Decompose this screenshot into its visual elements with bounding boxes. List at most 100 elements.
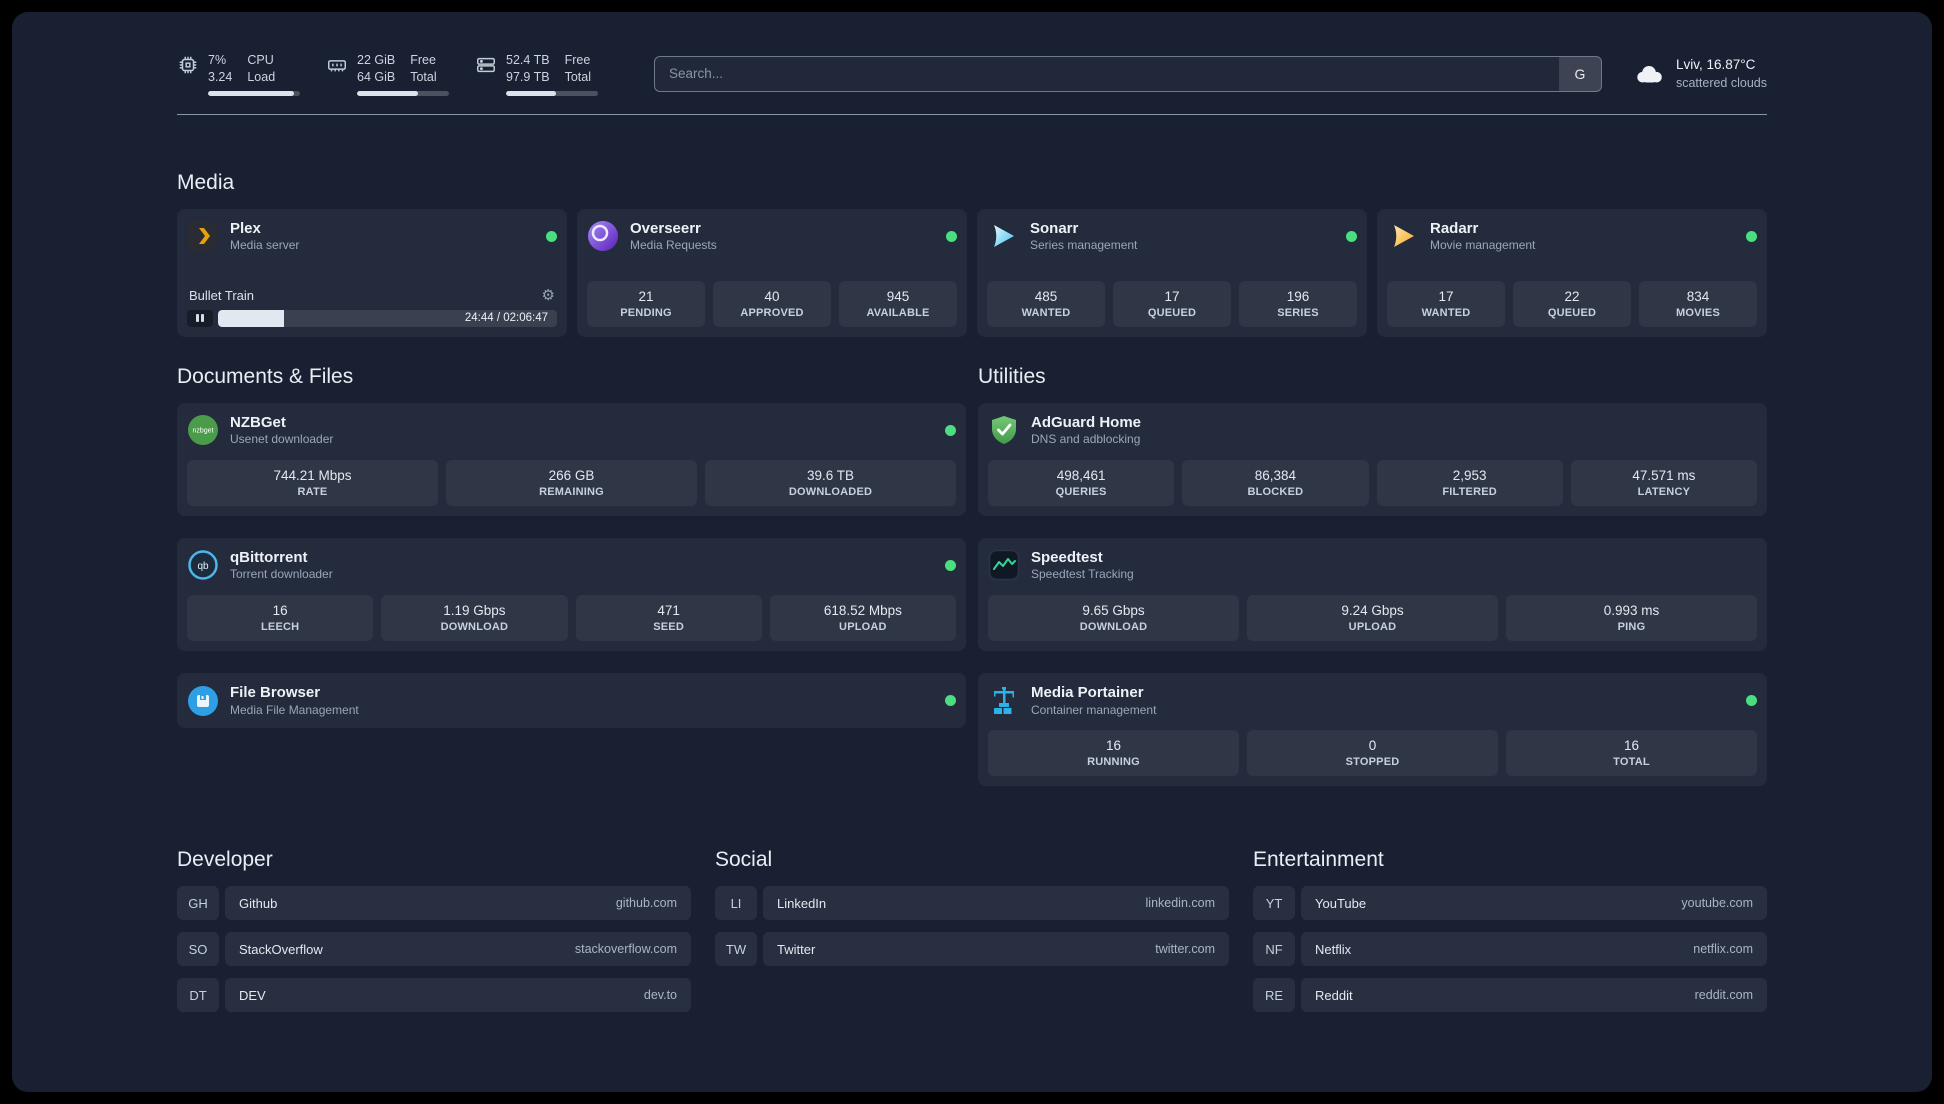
status-dot	[945, 559, 956, 571]
plex-now-playing: Bullet Train ⚙ 24:44 / 02:06:47	[187, 288, 557, 327]
stat-tile: 22 QUEUED	[1513, 280, 1631, 327]
bookmark-url: reddit.com	[1694, 988, 1753, 1003]
disk-total-label: Total	[564, 69, 591, 84]
filebrowser-icon	[187, 685, 219, 717]
service-card-portainer[interactable]: Media Portainer Container management 16 …	[978, 673, 1767, 787]
status-dot	[1346, 230, 1357, 242]
bookmark-abbr: RE	[1253, 978, 1295, 1013]
service-description: Media File Management	[230, 702, 359, 717]
bookmark-abbr: GH	[177, 886, 219, 921]
bookmark-url: linkedin.com	[1145, 896, 1215, 911]
stat-tile: 498,461 QUERIES	[988, 459, 1175, 506]
disk-bar	[506, 90, 598, 96]
service-card-adguard[interactable]: AdGuard Home DNS and adblocking 498,461 …	[978, 402, 1767, 516]
section-title-documents: Documents & Files	[177, 364, 354, 388]
search-provider-button[interactable]: G	[1558, 56, 1601, 91]
playback-progress-bar[interactable]: 24:44 / 02:06:47	[218, 309, 557, 327]
bookmark-linkedin[interactable]: LI LinkedIn linkedin.com	[715, 886, 1229, 921]
stat-tile: 16 LEECH	[187, 595, 374, 642]
status-dot	[546, 230, 557, 242]
bookmark-name: Github	[239, 895, 278, 911]
stat-tile: 196 SERIES	[1239, 280, 1357, 327]
service-card-radarr[interactable]: Radarr Movie management 17 WANTED 22 QUE…	[1377, 208, 1767, 337]
bookmark-stackoverflow[interactable]: SO StackOverflow stackoverflow.com	[177, 932, 691, 967]
stat-tile: 9.24 Gbps UPLOAD	[1247, 595, 1498, 642]
stat-tile: 86,384 BLOCKED	[1182, 459, 1369, 506]
service-card-nzbget[interactable]: nzbget NZBGet Usenet downloader 744.21 M…	[177, 402, 966, 516]
stat-tile: 485 WANTED	[987, 280, 1105, 327]
stat-tile: 16 TOTAL	[1506, 730, 1757, 777]
gear-icon[interactable]: ⚙	[541, 286, 555, 304]
bookmark-youtube[interactable]: YT YouTube youtube.com	[1253, 886, 1767, 921]
bookmark-name: StackOverflow	[239, 941, 323, 957]
memory-icon	[328, 60, 346, 72]
bookmark-name: YouTube	[1315, 895, 1367, 911]
bookmark-name: Netflix	[1315, 941, 1352, 957]
service-description: Movie management	[1430, 238, 1536, 253]
now-playing-title: Bullet Train	[189, 287, 255, 303]
bookmark-url: dev.to	[643, 988, 677, 1003]
weather-location: Lviv, 16.87°C	[1675, 57, 1756, 73]
disk-free-value: 52.4 TB	[506, 53, 550, 67]
section-title-utilities: Utilities	[978, 364, 1046, 388]
stat-tile: 21 PENDING	[587, 280, 705, 327]
service-card-sonarr[interactable]: Sonarr Series management 485 WANTED 17 Q…	[977, 208, 1367, 337]
service-description: Series management	[1030, 238, 1138, 253]
cpu-bar	[208, 90, 300, 96]
service-description: Usenet downloader	[230, 432, 334, 447]
bookmark-abbr: SO	[177, 932, 219, 967]
bookmark-netflix[interactable]: NF Netflix netflix.com	[1253, 932, 1767, 967]
top-bar: 7% 3.24 CPU Load	[177, 52, 1767, 96]
stat-tile: 0 STOPPED	[1247, 730, 1498, 777]
bookmark-url: stackoverflow.com	[574, 942, 677, 957]
service-card-qbittorrent[interactable]: qb qBittorrent Torrent downloader 16 LEE…	[177, 537, 966, 652]
search-input[interactable]	[655, 56, 1559, 91]
service-card-plex[interactable]: Plex Media server Bullet Train ⚙ 24:	[177, 208, 567, 337]
stat-tile: 945 AVAILABLE	[839, 280, 957, 327]
bookmark-group-title: Entertainment	[1253, 848, 1384, 872]
bookmark-url: youtube.com	[1681, 896, 1753, 911]
cpu-usage-label: CPU	[247, 53, 274, 67]
speedtest-graph-icon	[988, 549, 1020, 581]
service-card-speedtest[interactable]: Speedtest Speedtest Tracking 9.65 Gbps D…	[978, 537, 1767, 652]
cloud-icon	[1637, 65, 1662, 83]
disk-free-label: Free	[564, 53, 591, 67]
service-name: AdGuard Home	[1031, 413, 1142, 431]
dashboard-screen: 7% 3.24 CPU Load	[12, 12, 1932, 1092]
resource-widget-disk: 52.4 TB 97.9 TB Free Total	[475, 52, 598, 96]
stat-tile: 17 WANTED	[1387, 280, 1505, 327]
section-title-media: Media	[177, 170, 235, 194]
service-name: Sonarr	[1030, 219, 1079, 237]
bookmark-group-developer: Developer GH Github github.com SO StackO…	[177, 848, 691, 1024]
portainer-crane-icon	[988, 685, 1020, 717]
service-name: Radarr	[1430, 219, 1479, 237]
service-card-overseerr[interactable]: Overseerr Media Requests 21 PENDING 40 A…	[577, 208, 967, 337]
bookmark-twitter[interactable]: TW Twitter twitter.com	[715, 932, 1229, 967]
bookmark-group-social: Social LI LinkedIn linkedin.com TW Twitt…	[715, 848, 1229, 1024]
status-dot	[1746, 695, 1757, 707]
bookmark-github[interactable]: GH Github github.com	[177, 886, 691, 921]
bookmark-group-title: Developer	[177, 848, 273, 872]
documents-column: nzbget NZBGet Usenet downloader 744.21 M…	[177, 402, 966, 786]
bookmark-abbr: LI	[715, 886, 757, 921]
bookmark-name: Twitter	[777, 941, 816, 957]
utilities-column: AdGuard Home DNS and adblocking 498,461 …	[978, 402, 1767, 787]
bookmark-group-title: Social	[715, 848, 773, 872]
pause-button[interactable]	[187, 309, 213, 327]
playback-time: 24:44 / 02:06:47	[464, 312, 548, 325]
status-dot	[1746, 230, 1757, 242]
bookmark-name: Reddit	[1315, 987, 1353, 1003]
service-description: Torrent downloader	[230, 567, 333, 582]
stat-tile: 39.6 TB DOWNLOADED	[705, 459, 956, 506]
stat-tile: 17 QUEUED	[1113, 280, 1231, 327]
bookmark-reddit[interactable]: RE Reddit reddit.com	[1253, 978, 1767, 1013]
service-name: Overseerr	[630, 219, 701, 237]
bookmark-dev[interactable]: DT DEV dev.to	[177, 978, 691, 1013]
stat-tile: 16 RUNNING	[988, 730, 1239, 777]
bookmark-url: github.com	[615, 896, 677, 911]
service-card-filebrowser[interactable]: File Browser Media File Management	[177, 673, 966, 729]
topbar-divider	[177, 113, 1767, 115]
stat-tile: 618.52 Mbps UPLOAD	[769, 595, 956, 642]
disk-total-value: 97.9 TB	[506, 69, 550, 84]
stat-tile: 40 APPROVED	[713, 280, 831, 327]
